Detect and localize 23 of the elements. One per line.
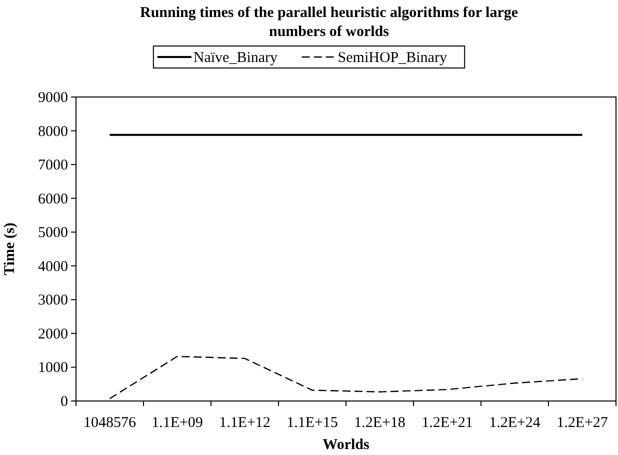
x-tick-label: 1.2E+18 bbox=[354, 415, 406, 431]
y-tick-label: 9000 bbox=[38, 90, 68, 106]
y-tick-label: 0 bbox=[60, 394, 68, 410]
x-tick-label: 1.2E+21 bbox=[422, 415, 473, 431]
y-tick-label: 8000 bbox=[38, 124, 68, 140]
legend-label: Naïve_Binary bbox=[193, 50, 278, 66]
y-tick-label: 5000 bbox=[38, 225, 68, 242]
y-tick-label: 6000 bbox=[38, 191, 68, 208]
y-tick-label: 4000 bbox=[38, 258, 68, 275]
y-axis-title: Time (s) bbox=[2, 222, 18, 276]
legend-label: SemiHOP_Binary bbox=[338, 50, 448, 66]
x-tick-label: 1.1E+09 bbox=[152, 415, 203, 431]
chart-title: Running times of the parallel heuristic algorithms for large numbers of worlds bbox=[140, 5, 518, 40]
x-axis-title: Worlds bbox=[322, 437, 370, 453]
y-tick-label: 3000 bbox=[38, 292, 68, 309]
y-tick-label: 1000 bbox=[38, 360, 68, 376]
x-tick-label: 1048576 bbox=[84, 415, 136, 431]
x-tick-label: 1.2E+27 bbox=[556, 415, 608, 431]
x-tick-label: 1.1E+15 bbox=[286, 415, 338, 431]
x-tick-label: 1.2E+24 bbox=[489, 415, 541, 431]
y-tick-label: 7000 bbox=[38, 158, 68, 174]
x-tick-label: 1.1E+12 bbox=[219, 415, 270, 431]
y-tick-label: 2000 bbox=[38, 326, 68, 342]
